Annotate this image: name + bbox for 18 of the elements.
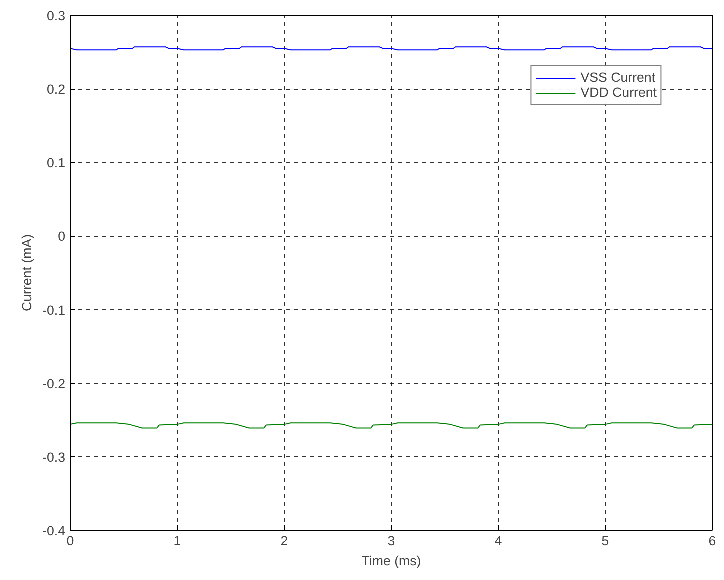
x-tick-label: 1 xyxy=(174,534,182,548)
y-tick-label: 0.1 xyxy=(46,156,66,171)
x-tick-label: 4 xyxy=(494,534,503,548)
y-tick-label: -0.1 xyxy=(42,302,66,318)
y-tick-label: 0.2 xyxy=(46,82,66,98)
x-tick-label: 2 xyxy=(280,534,288,548)
x-axis-title: Time (ms) xyxy=(362,554,422,568)
y-axis-title: Current (mA) xyxy=(20,234,35,312)
x-tick-label: 6 xyxy=(708,534,716,548)
y-tick-label: 0.3 xyxy=(46,8,66,24)
y-tick-label: 0 xyxy=(58,229,66,244)
legend-label: VDD Current xyxy=(580,85,657,100)
x-tick-label: 3 xyxy=(388,534,396,548)
y-tick-label: -0.4 xyxy=(42,524,66,538)
y-tick-label: -0.2 xyxy=(42,376,66,392)
y-tick-label: -0.3 xyxy=(42,450,66,465)
legend-label: VSS Current xyxy=(580,70,656,85)
x-tick-label: 5 xyxy=(602,534,610,548)
